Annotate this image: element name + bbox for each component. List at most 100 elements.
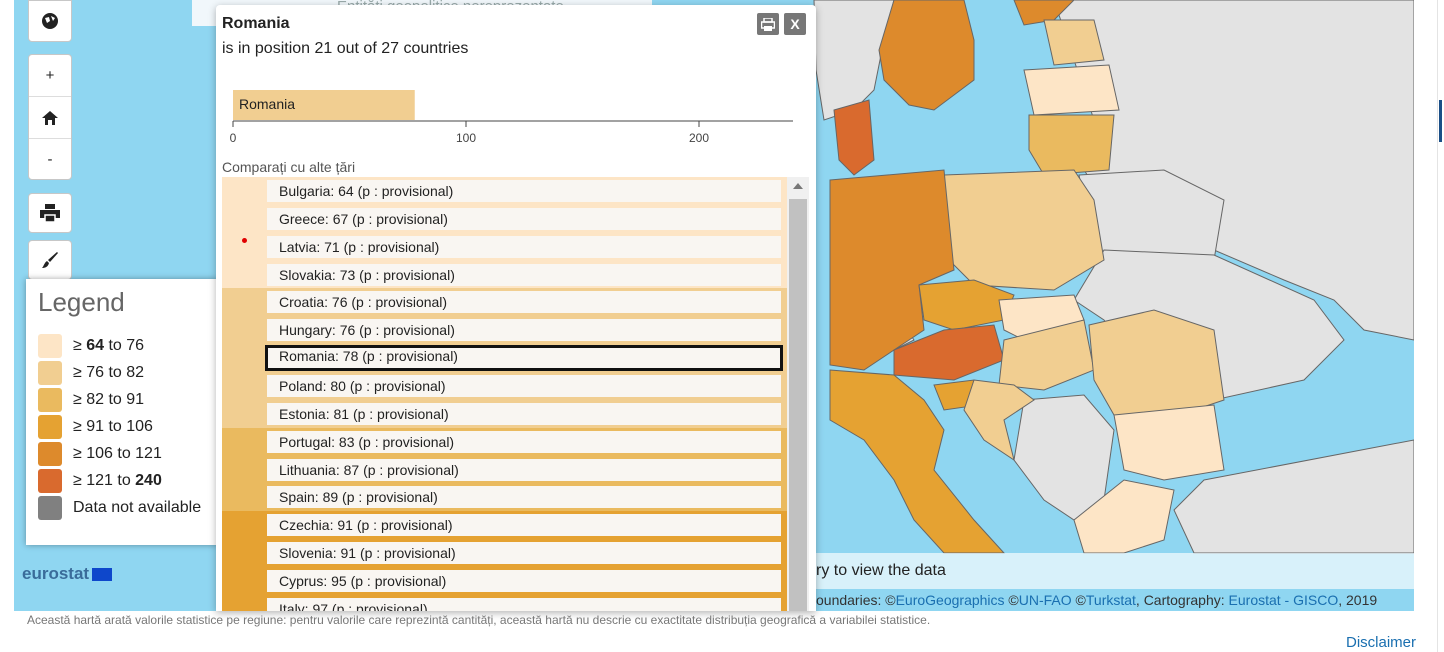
axis-tick-label-0: 0 [230,131,237,145]
legend-swatch [38,414,62,439]
legend-item: ≥ 76 to 82 [38,359,206,386]
axis-tick-label-200: 200 [689,131,709,145]
scroll-up-arrow-icon[interactable] [793,183,803,189]
region-germany [829,169,955,371]
legend-title: Legend [38,287,125,317]
legend-label: ≥ 76 to 82 [73,363,145,381]
legend-label: ≥ 106 to 121 [73,444,162,462]
credits-prefix: oundaries: © [816,592,896,608]
list-item[interactable]: Hungary: 76 (p : provisional) [267,319,781,342]
legend-swatch [38,468,62,493]
region-croatia [963,379,1035,462]
print-icon [40,204,60,222]
list-item[interactable]: Latvia: 71 (p : provisional) [267,235,781,258]
legend-swatch [38,387,62,412]
legend-swatch [38,360,62,385]
bar-romania [233,90,415,120]
list-item[interactable]: Slovakia: 73 (p : provisional) [267,263,781,286]
axis-tick-label-100: 100 [456,131,476,145]
zoom-out-button[interactable]: - [47,151,53,168]
legend-label: Data not available [73,498,202,516]
list-item[interactable]: Lithuania: 87 (p : provisional) [267,458,781,481]
unfao-link[interactable]: UN-FAO [1018,592,1072,608]
legend-item: Data not available [38,494,206,521]
legend-label: ≥ 82 to 91 [73,390,145,408]
credits-cartography: , Cartography: [1135,592,1229,608]
legend-item: ≥ 82 to 91 [38,386,206,413]
region-bulgaria [1113,404,1225,481]
disclaimer-link[interactable]: Disclaimer [1345,634,1416,651]
style-button[interactable] [28,240,72,280]
popup-bar-chart: Romania 0 100 200 [230,90,793,145]
eurogeographics-link[interactable]: EuroGeographics [895,592,1005,608]
legend-item: ≥ 106 to 121 [38,440,206,467]
legend-item: ≥ 121 to 240 [38,467,206,494]
list-item-selected[interactable]: Romania: 78 (p : provisional) [265,345,783,372]
page-divider [1437,0,1438,652]
home-icon [42,110,58,125]
region-poland [938,169,1105,291]
list-item[interactable]: Czechia: 91 (p : provisional) [267,514,781,537]
list-item[interactable]: Slovenia: 91 (p : provisional) [267,542,781,565]
legend-swatch [38,441,62,466]
print-icon [761,17,775,31]
list-item[interactable]: Portugal: 83 (p : provisional) [267,430,781,453]
legend-label: ≥ 91 to 106 [73,417,153,435]
list-item[interactable]: Italy: 97 (p : provisional) [267,597,781,611]
eurostat-logo[interactable]: eurostat [22,564,113,584]
popup-country-title: Romania [222,15,290,32]
legend-panel: Legend ≥ 64 to 76 ≥ 76 to 82 ≥ 82 to 91 ≥ 9… [26,279,218,545]
region-sweden [878,0,975,111]
list-scrollbar[interactable] [787,177,809,611]
credits-sep-2: © [1071,592,1086,608]
popup-print-button[interactable] [757,13,779,35]
list-item[interactable]: Spain: 89 (p : provisional) [267,486,781,509]
legend-list: ≥ 64 to 76 ≥ 76 to 82 ≥ 82 to 91 ≥ 91 to 10… [38,332,206,521]
turkstat-link[interactable]: Turkstat [1085,592,1136,608]
scrollbar-thumb[interactable] [789,199,807,611]
region-lithuania [1028,114,1115,176]
eu-flag-icon [92,568,113,582]
legend-label: ≥ 121 to 240 [73,471,162,489]
legend-item: ≥ 64 to 76 [38,332,206,359]
credits-sep-1: © [1004,592,1019,608]
region-romania [1088,309,1225,421]
credits-year: , 2019 [1338,592,1378,608]
list-item[interactable]: Estonia: 81 (p : provisional) [267,402,781,425]
map-footnote: Această hartă arată valorile statistice … [27,613,931,627]
list-item[interactable]: Cyprus: 95 (p : provisional) [267,569,781,592]
side-tab-indicator[interactable] [1439,100,1442,142]
eurostat-logo-text: eurostat [22,564,90,583]
bar-label: Romania [239,96,295,112]
list-item[interactable]: Croatia: 76 (p : provisional) [267,291,781,314]
home-button[interactable] [29,97,71,139]
globe-button[interactable] [28,0,72,42]
eurostat-gisco-link[interactable]: Eurostat - GISCO [1228,592,1339,608]
map-canvas[interactable] [14,0,1414,611]
list-item[interactable]: Greece: 67 (p : provisional) [267,207,781,230]
print-button[interactable] [28,193,72,233]
zoom-controls: + - [28,54,72,180]
legend-item: ≥ 91 to 106 [38,413,206,440]
popup-position-text: is in position 21 out of 27 countries [222,40,469,57]
map-hint: ry to view the data [816,553,1414,589]
compare-label: Comparați cu alte țări [222,159,356,175]
legend-swatch [38,495,62,520]
legend-label: ≥ 64 to 76 [73,336,145,354]
globe-icon [42,13,58,29]
region-latvia [1023,64,1120,116]
map-credits: oundaries: ©EuroGeographics ©UN-FAO ©Tur… [816,592,1377,608]
region-estonia [1043,19,1105,66]
zoom-in-button[interactable]: + [29,55,71,97]
list-item[interactable]: Poland: 80 (p : provisional) [267,374,781,397]
marker-dot [242,238,247,243]
region-hungary [998,319,1095,391]
region-denmark [833,99,875,176]
popup-close-button[interactable]: X [784,13,806,35]
map-hint-text: ry to view the data [816,562,946,579]
brush-icon [42,252,58,268]
list-item[interactable]: Bulgaria: 64 (p : provisional) [267,180,781,202]
comparison-list[interactable]: Bulgaria: 64 (p : provisional) Greece: 67… [222,177,810,611]
legend-swatch [38,333,62,358]
country-popup: Romania is in position 21 out of 27 coun… [216,5,816,611]
